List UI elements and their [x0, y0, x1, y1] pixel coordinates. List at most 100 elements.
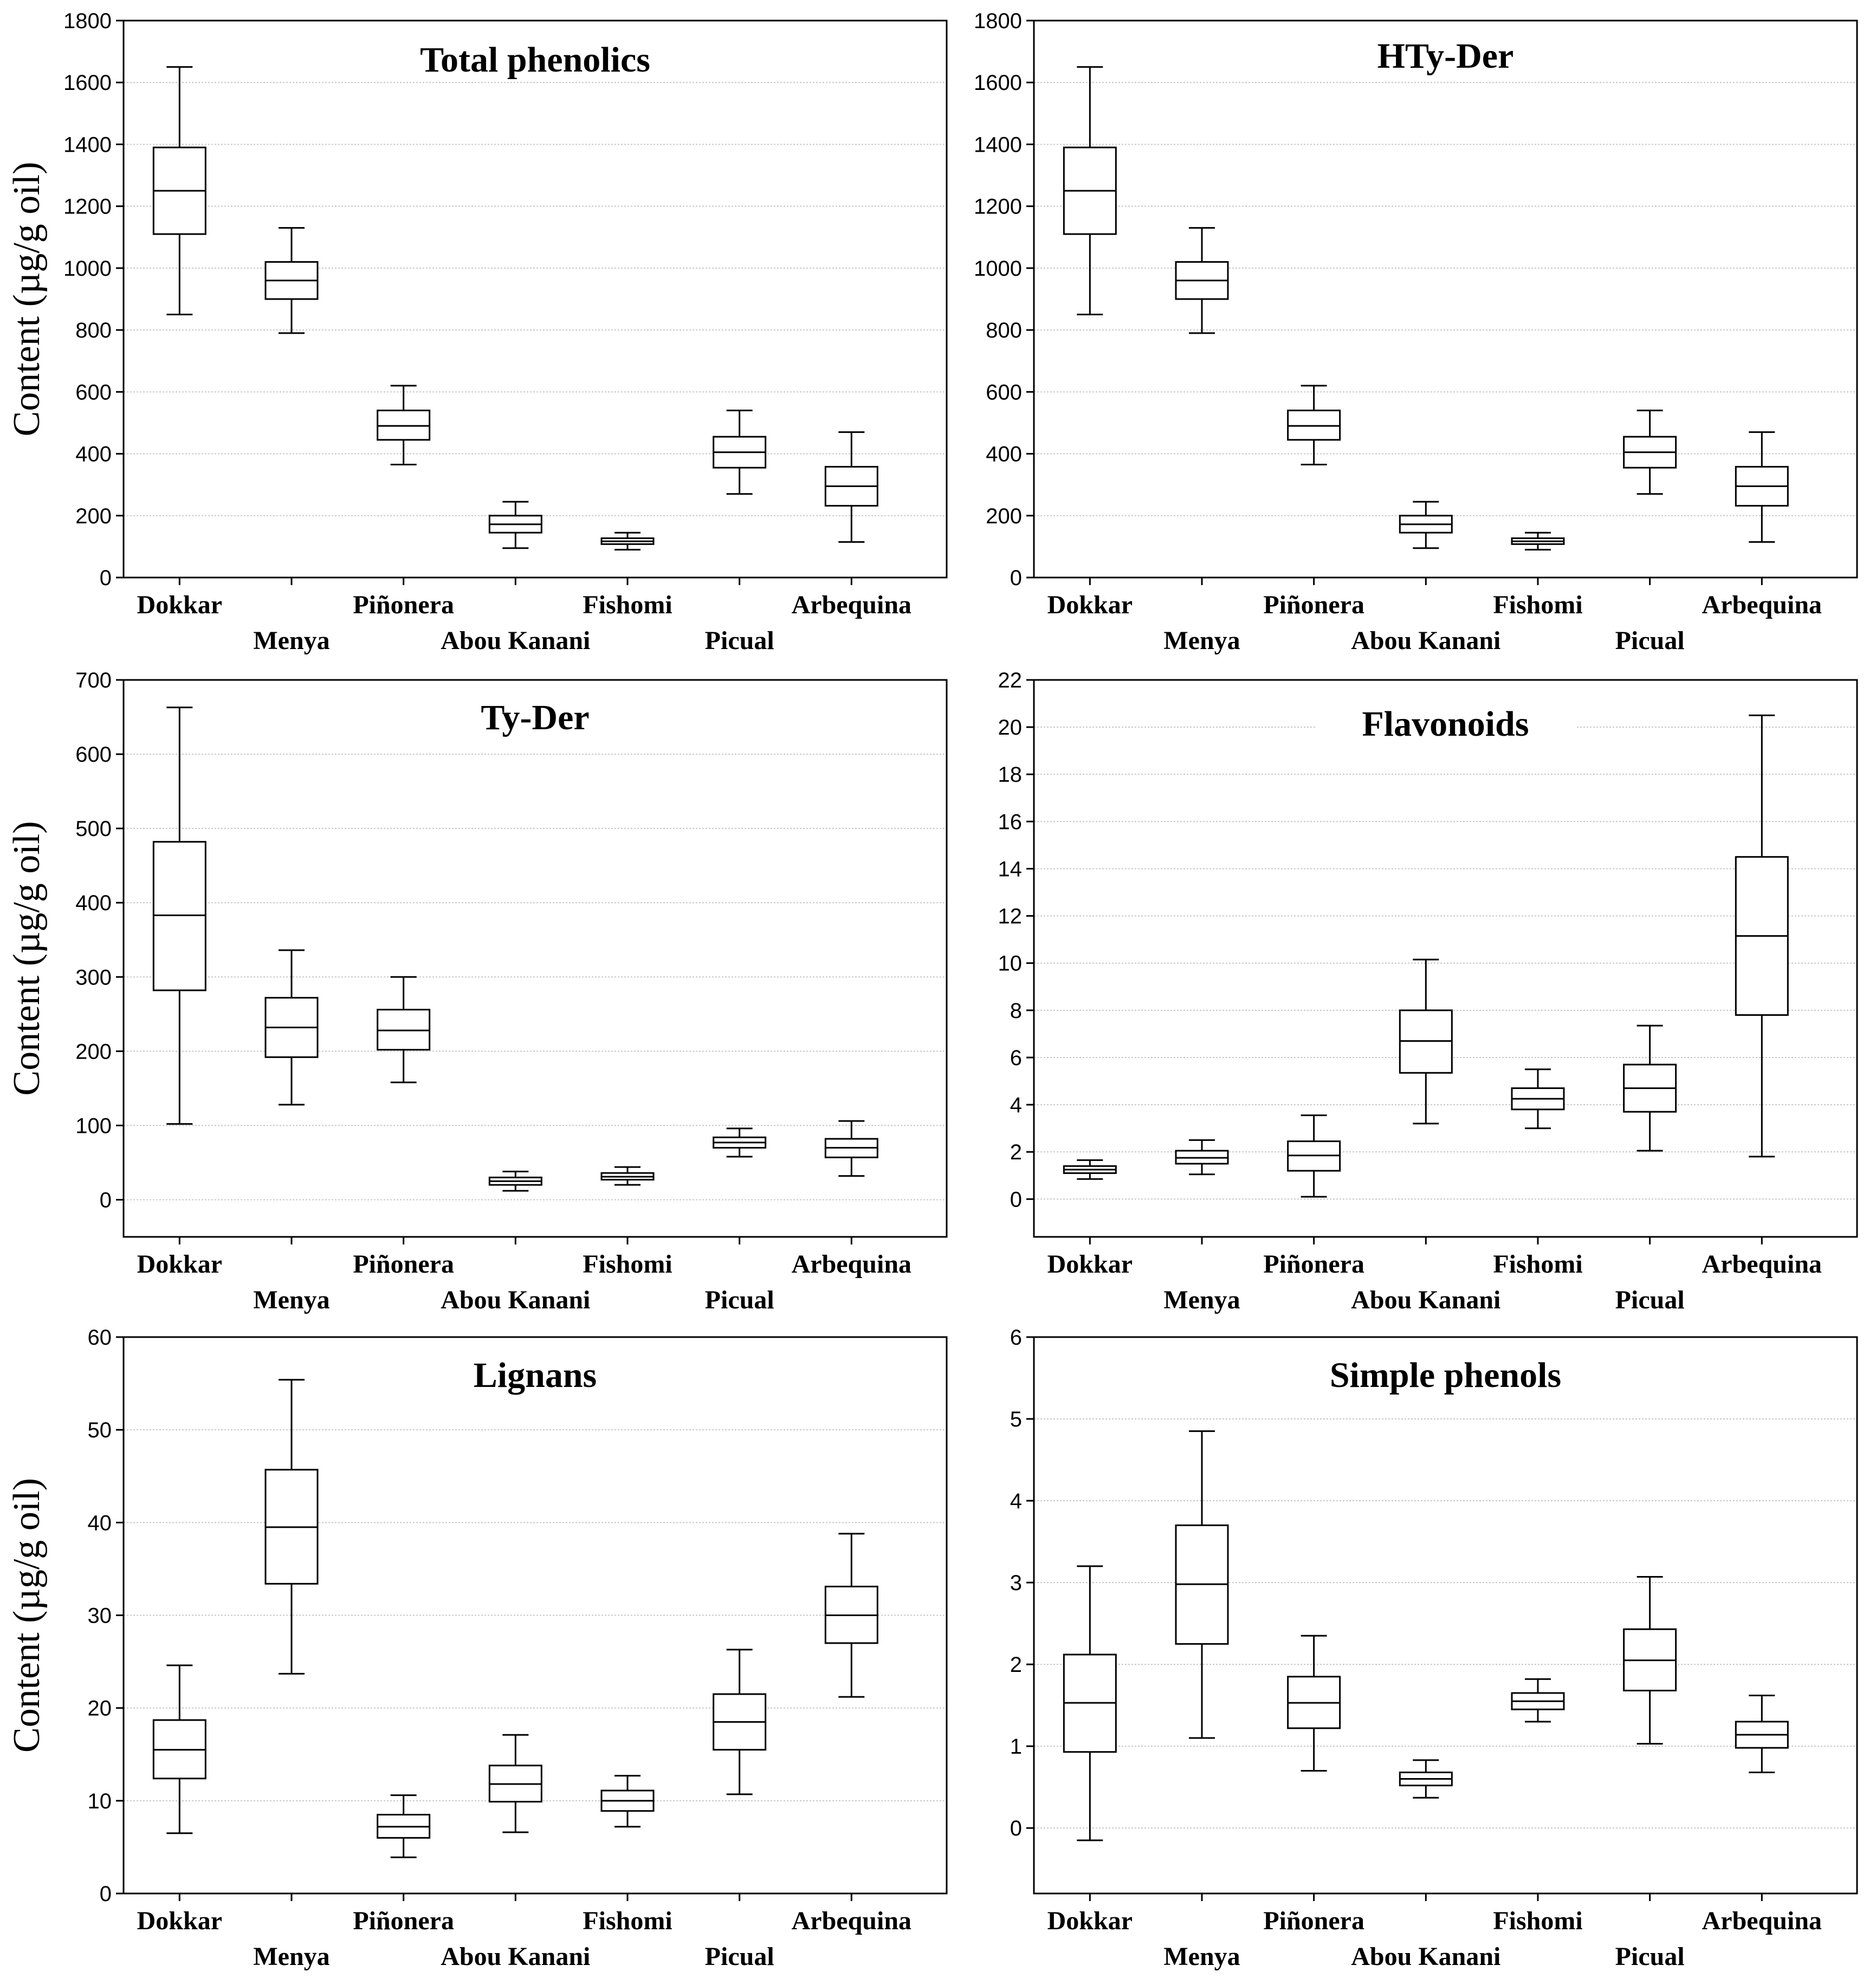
plot-frame — [1033, 679, 1858, 1238]
y-tick-label: 1000 — [974, 257, 1022, 281]
y-tick-label: 12 — [998, 905, 1023, 929]
y-tick-label: 1200 — [63, 195, 112, 219]
box-abou-kanani — [1399, 1759, 1453, 1799]
box-arbequina — [824, 1120, 878, 1177]
y-tick-label: 200 — [75, 1040, 112, 1063]
y-tick-label: 18 — [998, 763, 1023, 787]
x-tick-label: Menya — [253, 626, 329, 655]
x-tick-label: Menya — [1163, 1942, 1240, 1971]
box-menya — [1175, 227, 1229, 334]
y-tick-label: 1000 — [63, 257, 112, 281]
box-arbequina — [1735, 431, 1789, 543]
chart-panel-1: Total phenolics 0 200 400 600 800 1000 1200 1400… — [6, 9, 948, 655]
box-fishomi — [600, 1775, 655, 1828]
y-tick-label: 1600 — [974, 71, 1022, 95]
title-backdrop — [1315, 702, 1576, 745]
x-tick-label: Menya — [1163, 1286, 1240, 1314]
box-picual — [1623, 1024, 1677, 1152]
y-tick-label: 800 — [75, 319, 112, 342]
x-tick-label: Abou Kanani — [1351, 626, 1500, 655]
plot-frame — [122, 679, 948, 1238]
y-tick-label: 100 — [75, 1114, 112, 1138]
x-tick-label: Picual — [705, 1942, 774, 1971]
x-tick-label: Fishomi — [583, 591, 672, 619]
y-tick-label: 400 — [75, 891, 112, 915]
box-dokkar — [1063, 1565, 1117, 1841]
box-menya — [264, 949, 319, 1106]
y-tick-label: 1800 — [974, 9, 1022, 33]
title-backdrop — [359, 38, 711, 81]
title-backdrop — [1343, 34, 1548, 77]
box-abou-kanani — [488, 1170, 542, 1192]
x-tick-label: Arbequina — [1702, 591, 1822, 619]
title-backdrop — [432, 1353, 638, 1397]
y-tick-label: 3 — [1010, 1571, 1022, 1595]
y-tick-label: 600 — [75, 743, 112, 767]
box-dokkar — [152, 706, 206, 1125]
y-tick-label: 0 — [100, 566, 112, 590]
x-tick-label: Piñonera — [1263, 591, 1364, 619]
box-fishomi — [1511, 531, 1565, 551]
y-tick-label: 1400 — [63, 133, 112, 157]
y-tick-label: 20 — [998, 716, 1023, 740]
box-pi-onera — [1287, 1635, 1341, 1772]
x-tick-label: Fishomi — [583, 1250, 672, 1279]
y-tick-label: 8 — [1010, 999, 1022, 1023]
box-menya — [1175, 1430, 1229, 1739]
box-fishomi — [1511, 1678, 1565, 1723]
x-tick-label: Piñonera — [353, 1250, 454, 1279]
y-axis-label: Content (µg/g oil) — [6, 162, 48, 437]
x-tick-label: Dokkar — [1047, 591, 1133, 619]
x-tick-label: Abou Kanani — [1351, 1286, 1500, 1314]
box-picual — [713, 1649, 767, 1795]
y-tick-label: 50 — [88, 1418, 112, 1442]
y-tick-label: 500 — [75, 817, 112, 841]
x-tick-label: Arbequina — [792, 591, 911, 619]
box-pi-onera — [377, 385, 431, 466]
x-tick-label: Piñonera — [1263, 1906, 1364, 1935]
chart-title: HTy-Der — [1377, 36, 1514, 76]
x-tick-label: Abou Kanani — [441, 1942, 590, 1971]
y-tick-label: 20 — [88, 1697, 112, 1721]
box-abou-kanani — [488, 501, 542, 549]
x-tick-label: Piñonera — [353, 1906, 454, 1935]
chart-title: Simple phenols — [1330, 1356, 1561, 1395]
box-picual — [713, 410, 767, 495]
box-dokkar — [152, 1664, 206, 1834]
box-picual — [713, 1127, 767, 1158]
x-tick-label: Picual — [1615, 1286, 1685, 1314]
y-tick-label: 60 — [88, 1326, 112, 1350]
box-abou-kanani — [488, 1734, 542, 1833]
box-picual — [1623, 410, 1677, 495]
x-tick-label: Fishomi — [1493, 591, 1582, 619]
y-tick-label: 4 — [1010, 1093, 1022, 1117]
y-tick-label: 0 — [1010, 1817, 1022, 1840]
x-tick-label: Abou Kanani — [441, 626, 590, 655]
x-tick-label: Menya — [253, 1942, 329, 1971]
x-tick-label: Picual — [1615, 1942, 1685, 1971]
box-picual — [1623, 1576, 1677, 1745]
box-pi-onera — [1287, 1114, 1341, 1198]
y-tick-label: 200 — [986, 504, 1022, 528]
box-arbequina — [1735, 1695, 1789, 1773]
y-tick-label: 16 — [998, 810, 1023, 834]
y-tick-label: 0 — [100, 1188, 112, 1212]
chart-panel-2: HTy-Der 0 200 400 600 800 1000 1200 1400 1600 1800… — [974, 9, 1858, 655]
x-tick-label: Dokkar — [1047, 1906, 1133, 1935]
box-abou-kanani — [1399, 958, 1453, 1125]
y-tick-label: 2 — [1010, 1653, 1022, 1677]
y-tick-label: 2 — [1010, 1140, 1022, 1164]
y-axis-label: Content (µg/g oil) — [6, 821, 48, 1096]
x-tick-label: Dokkar — [137, 1906, 222, 1935]
y-tick-label: 1 — [1010, 1735, 1022, 1759]
x-tick-label: Picual — [1615, 626, 1685, 655]
plot-frame — [1033, 20, 1858, 579]
x-tick-label: Arbequina — [1702, 1906, 1822, 1935]
y-tick-label: 400 — [75, 443, 112, 466]
x-tick-label: Picual — [705, 1286, 774, 1314]
x-tick-label: Fishomi — [1493, 1250, 1582, 1279]
x-tick-label: Piñonera — [1263, 1250, 1364, 1279]
box-fishomi — [600, 1166, 655, 1186]
y-tick-label: 6 — [1010, 1046, 1022, 1070]
y-tick-label: 1800 — [63, 9, 112, 33]
